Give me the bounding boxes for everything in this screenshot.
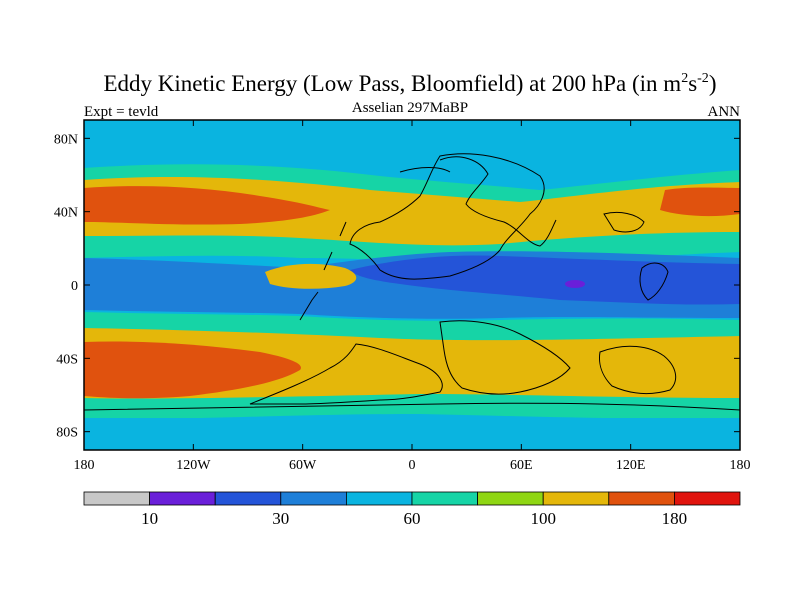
colorbar-box bbox=[345, 491, 413, 506]
y-tick-label: 80S bbox=[56, 426, 78, 441]
x-tick-label: 180 bbox=[74, 458, 95, 473]
x-tick-label: 60E bbox=[510, 458, 533, 473]
y-tick-label: 0 bbox=[71, 279, 78, 294]
season-label: ANN bbox=[708, 104, 741, 120]
coast-northeast-islands bbox=[603, 211, 645, 233]
continent-outlines bbox=[84, 153, 740, 411]
colorbar-label: 100 bbox=[530, 509, 556, 528]
colorbar-box bbox=[608, 491, 675, 506]
coast-west-dots bbox=[299, 221, 347, 321]
band-north-orange-west bbox=[84, 186, 330, 225]
minimum-purple bbox=[565, 280, 585, 288]
coast-south-block bbox=[439, 320, 571, 395]
colorbar-box bbox=[83, 491, 150, 506]
band-south-orange bbox=[84, 341, 301, 399]
colorbar-box bbox=[674, 491, 741, 506]
band-south-green-top bbox=[84, 312, 740, 343]
colorbar-box bbox=[214, 491, 282, 506]
y-axis: 80N 40N 0 40S 80S bbox=[54, 132, 740, 441]
coast-north-strip bbox=[399, 167, 451, 173]
coast-north-block bbox=[349, 153, 545, 280]
band-north-green-top bbox=[84, 164, 740, 202]
band-atlantic-yellow bbox=[265, 263, 357, 289]
chart-title: Eddy Kinetic Energy (Low Pass, Bloomfiel… bbox=[104, 71, 717, 96]
y-tick-label: 40S bbox=[56, 352, 78, 367]
coast-east-block bbox=[599, 345, 677, 394]
x-tick-label: 120E bbox=[616, 458, 646, 473]
colorbar-box bbox=[477, 491, 544, 506]
coast-southwest bbox=[249, 343, 443, 405]
band-south-green-low bbox=[84, 394, 740, 420]
y-tick-label: 80N bbox=[54, 132, 78, 147]
colorbar: 10 30 60 100 180 bbox=[83, 491, 741, 528]
colorbar-box bbox=[411, 491, 478, 506]
x-tick-label: 120W bbox=[176, 458, 211, 473]
experiment-label: Expt = tevld bbox=[84, 104, 159, 120]
coast-south-strip bbox=[84, 402, 740, 411]
colorbar-box bbox=[280, 491, 347, 506]
x-tick-label: 60W bbox=[289, 458, 317, 473]
coast-arm bbox=[439, 156, 557, 247]
contour-field bbox=[84, 120, 740, 450]
y-tick-label: 40N bbox=[54, 206, 78, 221]
coast-east-islands bbox=[639, 262, 669, 301]
colorbar-label: 10 bbox=[141, 509, 158, 528]
band-north-orange-east bbox=[660, 187, 740, 217]
x-tick-label: 180 bbox=[730, 458, 751, 473]
colorbar-box bbox=[149, 491, 216, 506]
period-label: Asselian 297MaBP bbox=[352, 100, 468, 116]
x-axis: 180 120W 60W 0 60E 120E 180 bbox=[74, 120, 751, 473]
colorbar-box bbox=[542, 491, 610, 506]
colorbar-label: 30 bbox=[272, 509, 289, 528]
x-tick-label: 0 bbox=[409, 458, 416, 473]
band-north-yellow bbox=[84, 175, 740, 248]
colorbar-label: 180 bbox=[662, 509, 688, 528]
colorbar-label: 60 bbox=[404, 509, 421, 528]
